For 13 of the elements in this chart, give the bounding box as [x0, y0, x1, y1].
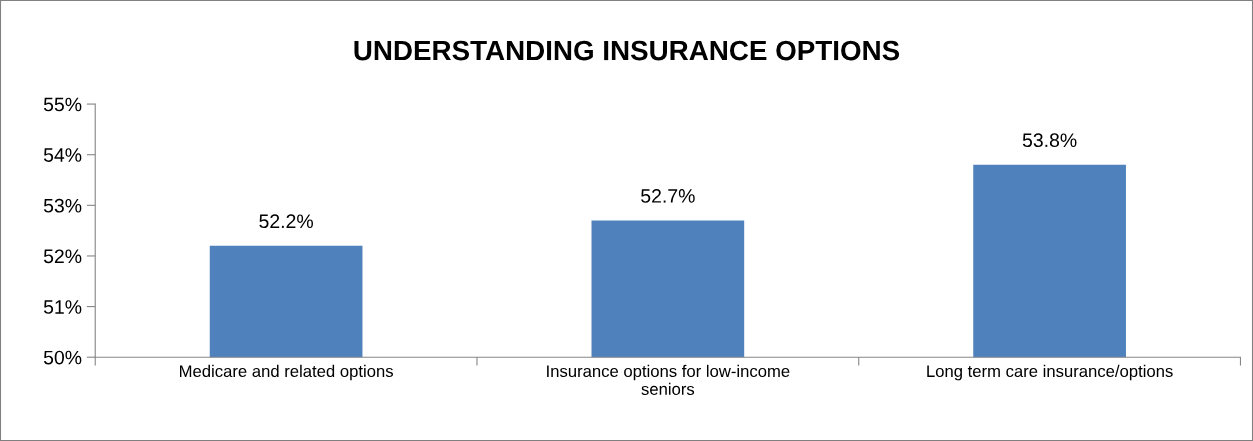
data-label: 52.7%: [641, 189, 695, 203]
y-tick-label: 50%: [43, 350, 82, 365]
x-tick-label: Long term care insurance/options: [927, 364, 1173, 381]
x-tick-label: Insurance options for low-income seniors: [547, 364, 790, 395]
data-label: 52.2%: [259, 214, 313, 229]
y-tick-label: 54%: [43, 148, 82, 162]
chart-title: UNDERSTANDING INSURANCE OPTIONS: [354, 40, 900, 61]
data-label: 53.8%: [1022, 133, 1077, 148]
y-tick-label: 55%: [43, 97, 82, 112]
x-tick-label: Medicare and related options: [180, 364, 393, 381]
y-tick-label: 51%: [43, 300, 82, 314]
y-tick-label: 52%: [43, 249, 82, 264]
y-tick-label: 53%: [43, 198, 82, 213]
